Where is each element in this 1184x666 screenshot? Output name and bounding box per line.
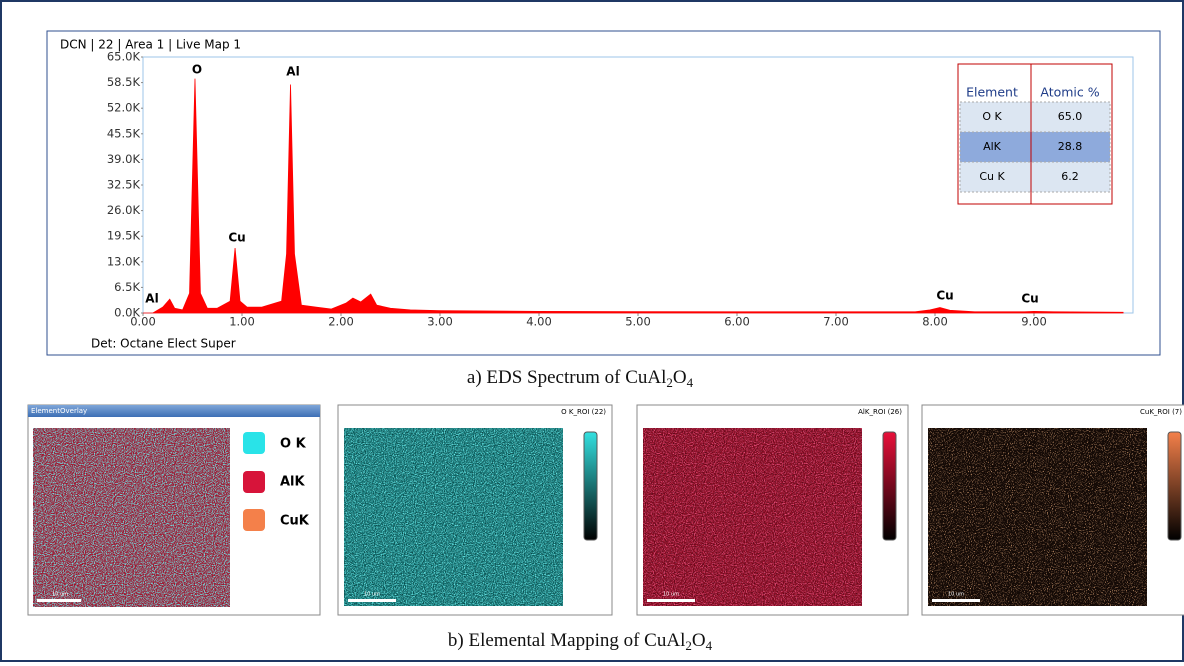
caption-a: a) EDS Spectrum of CuAl2O4 (467, 367, 694, 390)
legend-swatch (243, 432, 265, 454)
table-header: Atomic % (1040, 85, 1099, 100)
map-title: AlK_ROI (26) (858, 408, 902, 416)
table-header: Element (966, 85, 1018, 100)
legend-label: CuK (280, 514, 310, 529)
table-cell: Cu K (979, 170, 1005, 183)
table-cell: 28.8 (1058, 140, 1083, 153)
peak-label: Cu (1021, 292, 1038, 306)
x-tick-label: 2.00 (328, 315, 354, 329)
table-cell: AlK (983, 140, 1002, 153)
legend-swatch (243, 509, 265, 531)
overlay-noise (33, 428, 230, 607)
x-tick-label: 0.00 (130, 315, 156, 329)
x-tick-label: 6.00 (724, 315, 750, 329)
x-tick-label: 1.00 (229, 315, 255, 329)
scale-label: 10 um (52, 592, 68, 598)
legend-swatch (243, 471, 265, 493)
legend-label: O K (280, 437, 307, 452)
y-tick-label: 19.5K (107, 229, 141, 243)
y-tick-label: 39.0K (107, 152, 141, 166)
x-tick-label: 8.00 (922, 315, 948, 329)
caption-b: b) Elemental Mapping of CuAl2O4 (448, 630, 713, 653)
scale-bar (932, 599, 980, 602)
map-noise (928, 428, 1147, 606)
peak-label: Al (286, 65, 299, 79)
map-shade (643, 428, 862, 606)
scale-label: 10 um (948, 592, 964, 598)
table-row (959, 161, 1111, 193)
scale-bar (37, 599, 81, 602)
spectrum (143, 78, 1124, 314)
map-title: O K_ROI (22) (561, 408, 606, 416)
y-tick-label: 32.5K (107, 178, 141, 192)
x-tick-label: 7.00 (823, 315, 849, 329)
y-tick-label: 26.0K (107, 203, 141, 217)
map-shade (344, 428, 563, 606)
peak-label: O (192, 63, 202, 77)
x-tick-label: 5.00 (625, 315, 651, 329)
x-tick-label: 9.00 (1021, 315, 1047, 329)
x-tick-label: 4.00 (526, 315, 552, 329)
scale-bar (348, 599, 396, 602)
table-row (959, 131, 1111, 163)
table-row (959, 101, 1111, 133)
colorbar (882, 431, 897, 541)
table-cell: 6.2 (1061, 170, 1079, 183)
x-tick-label: 3.00 (427, 315, 453, 329)
y-tick-label: 65.0K (107, 50, 141, 64)
y-tick-label: 45.5K (107, 126, 141, 140)
map-title: CuK_ROI (7) (1140, 408, 1182, 416)
y-tick-label: 0.0K (114, 306, 140, 320)
y-tick-label: 52.0K (107, 101, 141, 115)
y-tick-label: 58.5K (107, 75, 141, 89)
overlay-title: ElementOverlay (31, 407, 87, 415)
y-tick-label: 13.0K (107, 254, 141, 268)
scale-bar (647, 599, 695, 602)
legend-label: AlK (280, 475, 306, 490)
table-col (1030, 63, 1113, 205)
detector-label: Det: Octane Elect Super (91, 337, 236, 351)
scale-label: 10 um (364, 592, 380, 598)
peak-label: Cu (936, 289, 953, 303)
colorbar (583, 431, 598, 541)
overlay-titlebar (28, 405, 320, 417)
colorbar (1167, 431, 1182, 541)
y-tick-label: 6.5K (114, 280, 140, 294)
scale-label: 10 um (663, 592, 679, 598)
table-cell: O K (982, 110, 1002, 123)
peak-label: Al (145, 292, 158, 306)
table-cell: 65.0 (1058, 110, 1083, 123)
peak-label: Cu (228, 231, 245, 245)
spectrum-title: DCN | 22 | Area 1 | Live Map 1 (60, 38, 241, 52)
